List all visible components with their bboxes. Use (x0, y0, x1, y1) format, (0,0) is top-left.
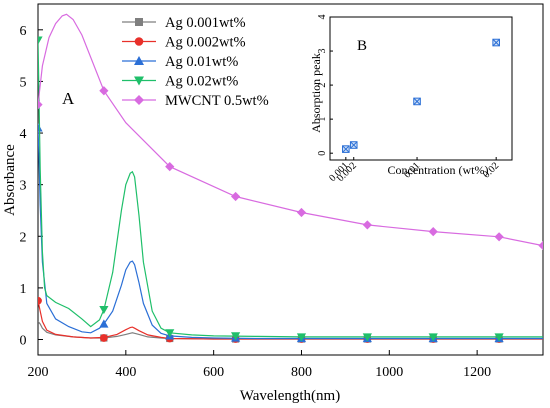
legend-marker-4 (134, 95, 144, 105)
x-tick-label: 200 (28, 365, 49, 380)
series-marker-2 (99, 319, 109, 328)
main-axes: 200 400 600 800 1000 1200 0 1 2 3 4 5 6 (20, 24, 492, 380)
series-marker-4 (494, 232, 504, 242)
panel-label-a: A (62, 89, 75, 108)
legend: Ag 0.001wt% Ag 0.002wt% Ag 0.01wt% Ag 0.02w… (122, 15, 269, 109)
inset-y-tick-label: 0 (317, 151, 328, 156)
series-marker-3 (38, 36, 43, 45)
main-plot-area (38, 13, 543, 343)
inset-y-tick-label: 3 (317, 49, 328, 54)
y-tick-label: 5 (20, 75, 27, 90)
inset-y-tick-label: 4 (317, 15, 328, 20)
panel-label-b: B (357, 38, 367, 54)
series-marker-3 (362, 333, 372, 342)
inset-point (342, 145, 350, 153)
x-tick-label: 400 (115, 365, 136, 380)
series-marker-1 (38, 296, 42, 305)
inset-x-axis-label: Concentration (wt%) (388, 163, 489, 177)
legend-label-0: Ag 0.001wt% (165, 15, 246, 31)
series-line-3 (38, 40, 543, 338)
series-marker-4 (38, 100, 43, 110)
y-axis-label: Absorbance (2, 144, 18, 216)
series-marker-3 (231, 332, 241, 341)
series-marker-4 (165, 161, 175, 172)
x-axis-label: Wavelength(nm) (240, 388, 340, 404)
series-marker-3 (99, 305, 109, 315)
inset-y-tick-label: 2 (317, 83, 328, 88)
main-plot-frame (37, 3, 544, 356)
y-tick-label: 0 (20, 334, 27, 349)
legend-marker-0 (135, 18, 143, 26)
x-tick-label: 1200 (463, 365, 491, 380)
y-tick-label: 1 (20, 282, 27, 297)
legend-marker-2 (134, 56, 144, 65)
series-marker-3 (494, 333, 504, 342)
series-marker-3 (428, 333, 438, 342)
series-marker-3 (165, 329, 175, 338)
legend-label-1: Ag 0.002wt% (165, 35, 246, 51)
legend-label-2: Ag 0.01wt% (165, 54, 238, 70)
series-marker-4 (428, 227, 438, 237)
y-tick-label: 2 (20, 230, 27, 245)
series-marker-4 (231, 191, 241, 202)
series-marker-4 (538, 240, 543, 251)
series-marker-4 (296, 207, 307, 218)
legend-marker-1 (134, 37, 144, 46)
legend-label-3: Ag 0.02wt% (165, 74, 238, 90)
inset-point (492, 38, 500, 47)
inset-y-tick-label: 1 (317, 117, 328, 122)
series-marker-4 (362, 220, 372, 230)
series-marker-4 (99, 86, 109, 96)
x-tick-label: 800 (291, 365, 312, 380)
y-tick-label: 6 (20, 24, 27, 39)
series-marker-3 (296, 333, 307, 342)
inset-y-axis-label: Absorption peak (309, 53, 323, 133)
series-marker-1 (99, 334, 108, 342)
y-tick-label: 3 (20, 179, 27, 194)
x-tick-label: 1000 (375, 365, 403, 380)
inset-frame (329, 16, 513, 161)
series-marker-2 (38, 123, 43, 132)
x-tick-label: 600 (203, 365, 224, 380)
inset-point (413, 97, 421, 106)
inset-point (349, 141, 358, 149)
legend-label-4: MWCNT 0.5wt% (165, 93, 269, 109)
y-tick-label: 4 (20, 127, 27, 142)
legend-marker-3 (134, 76, 144, 86)
